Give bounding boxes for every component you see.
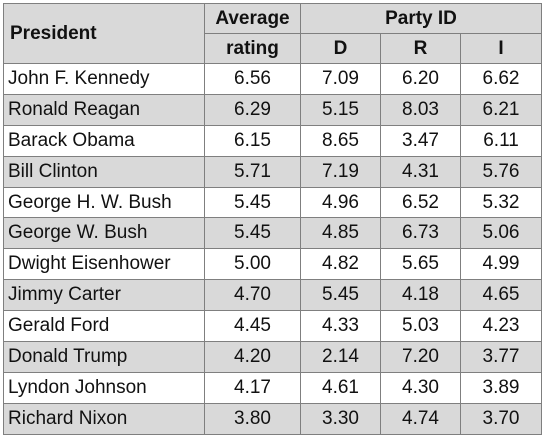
party-r-cell: 4.31 [380,155,461,188]
average-rating-cell: 6.56 [204,63,301,95]
president-name-cell: Ronald Reagan [3,93,205,126]
party-d-cell: 7.19 [300,155,381,188]
average-rating-cell: 4.45 [204,310,301,343]
average-rating-cell: 3.80 [204,402,301,435]
average-rating-cell: 5.45 [204,186,301,219]
party-r-cell: 5.03 [380,310,461,343]
average-rating-cell: 5.45 [204,217,301,250]
president-ratings-table: President Average Party ID rating D R I … [3,3,543,435]
president-name-cell: Donald Trump [3,341,205,373]
president-name-cell: Bill Clinton [3,155,205,188]
average-rating-cell: 6.29 [204,93,301,126]
party-d-cell: 8.65 [300,124,381,157]
table-row: Barack Obama 6.15 8.65 3.47 6.11 [3,124,543,157]
party-r-header: R [380,33,461,64]
president-name-cell: George W. Bush [3,217,205,250]
party-i-cell: 6.21 [459,93,543,126]
party-d-cell: 4.82 [300,248,381,281]
party-i-header: I [459,33,543,64]
table-row: Donald Trump 4.20 2.14 7.20 3.77 [3,341,543,373]
party-i-cell: 4.99 [459,248,543,281]
president-name-cell: John F. Kennedy [3,63,205,95]
party-d-cell: 4.61 [300,371,381,404]
party-i-cell: 5.76 [459,155,543,188]
party-r-cell: 4.18 [380,279,461,312]
party-d-cell: 5.45 [300,279,381,312]
party-r-cell: 6.20 [380,63,461,95]
party-d-cell: 5.15 [300,93,381,126]
president-name-cell: Jimmy Carter [3,279,205,312]
party-i-cell: 6.62 [459,63,543,95]
party-d-cell: 4.33 [300,310,381,343]
average-rating-cell: 4.70 [204,279,301,312]
party-d-cell: 2.14 [300,341,381,373]
average-rating-header-line2: rating [204,33,301,64]
party-d-cell: 4.85 [300,217,381,250]
party-id-header: Party ID [299,3,543,34]
party-d-cell: 3.30 [300,402,381,435]
party-d-cell: 7.09 [300,63,381,95]
party-d-header: D [300,33,381,64]
party-r-cell: 4.30 [380,371,461,404]
party-r-cell: 3.47 [380,124,461,157]
average-rating-cell: 5.00 [204,248,301,281]
table-row: Lyndon Johnson 4.17 4.61 4.30 3.89 [3,371,543,404]
party-r-cell: 5.65 [380,248,461,281]
party-r-cell: 8.03 [380,93,461,126]
president-name-cell: George H. W. Bush [3,186,205,219]
party-r-cell: 4.74 [380,402,461,435]
table-row: George H. W. Bush 5.45 4.96 6.52 5.32 [3,186,543,219]
average-rating-header-line1: Average [204,3,301,34]
party-r-cell: 6.73 [380,217,461,250]
average-rating-cell: 5.71 [204,155,301,188]
table-row: George W. Bush 5.45 4.85 6.73 5.06 [3,217,543,250]
party-i-cell: 3.77 [459,341,543,373]
party-r-cell: 6.52 [380,186,461,219]
president-name-cell: Barack Obama [3,124,205,157]
table-row: Richard Nixon 3.80 3.30 4.74 3.70 [3,402,543,435]
party-d-cell: 4.96 [300,186,381,219]
party-i-cell: 4.65 [459,279,543,312]
president-name-cell: Gerald Ford [3,310,205,343]
average-rating-cell: 6.15 [204,124,301,157]
table-body: John F. Kennedy 6.56 7.09 6.20 6.62 Ronald Re… [3,63,543,435]
party-i-cell: 6.11 [459,124,543,157]
table-row: Ronald Reagan 6.29 5.15 8.03 6.21 [3,93,543,126]
party-i-cell: 3.70 [459,402,543,435]
party-r-cell: 7.20 [380,341,461,373]
table-row: John F. Kennedy 6.56 7.09 6.20 6.62 [3,63,543,95]
president-name-cell: Dwight Eisenhower [3,248,205,281]
president-name-cell: Richard Nixon [3,402,205,435]
average-rating-cell: 4.17 [204,371,301,404]
party-i-cell: 5.32 [459,186,543,219]
table-row: Gerald Ford 4.45 4.33 5.03 4.23 [3,310,543,343]
president-name-cell: Lyndon Johnson [3,371,205,404]
average-rating-cell: 4.20 [204,341,301,373]
table-row: Dwight Eisenhower 5.00 4.82 5.65 4.99 [3,248,543,281]
table-header: President Average Party ID rating D R I [3,3,543,64]
table-row: Bill Clinton 5.71 7.19 4.31 5.76 [3,155,543,188]
president-column-header: President [3,3,205,64]
party-i-cell: 5.06 [459,217,543,250]
table-row: Jimmy Carter 4.70 5.45 4.18 4.65 [3,279,543,312]
party-i-cell: 3.89 [459,371,543,404]
party-i-cell: 4.23 [459,310,543,343]
